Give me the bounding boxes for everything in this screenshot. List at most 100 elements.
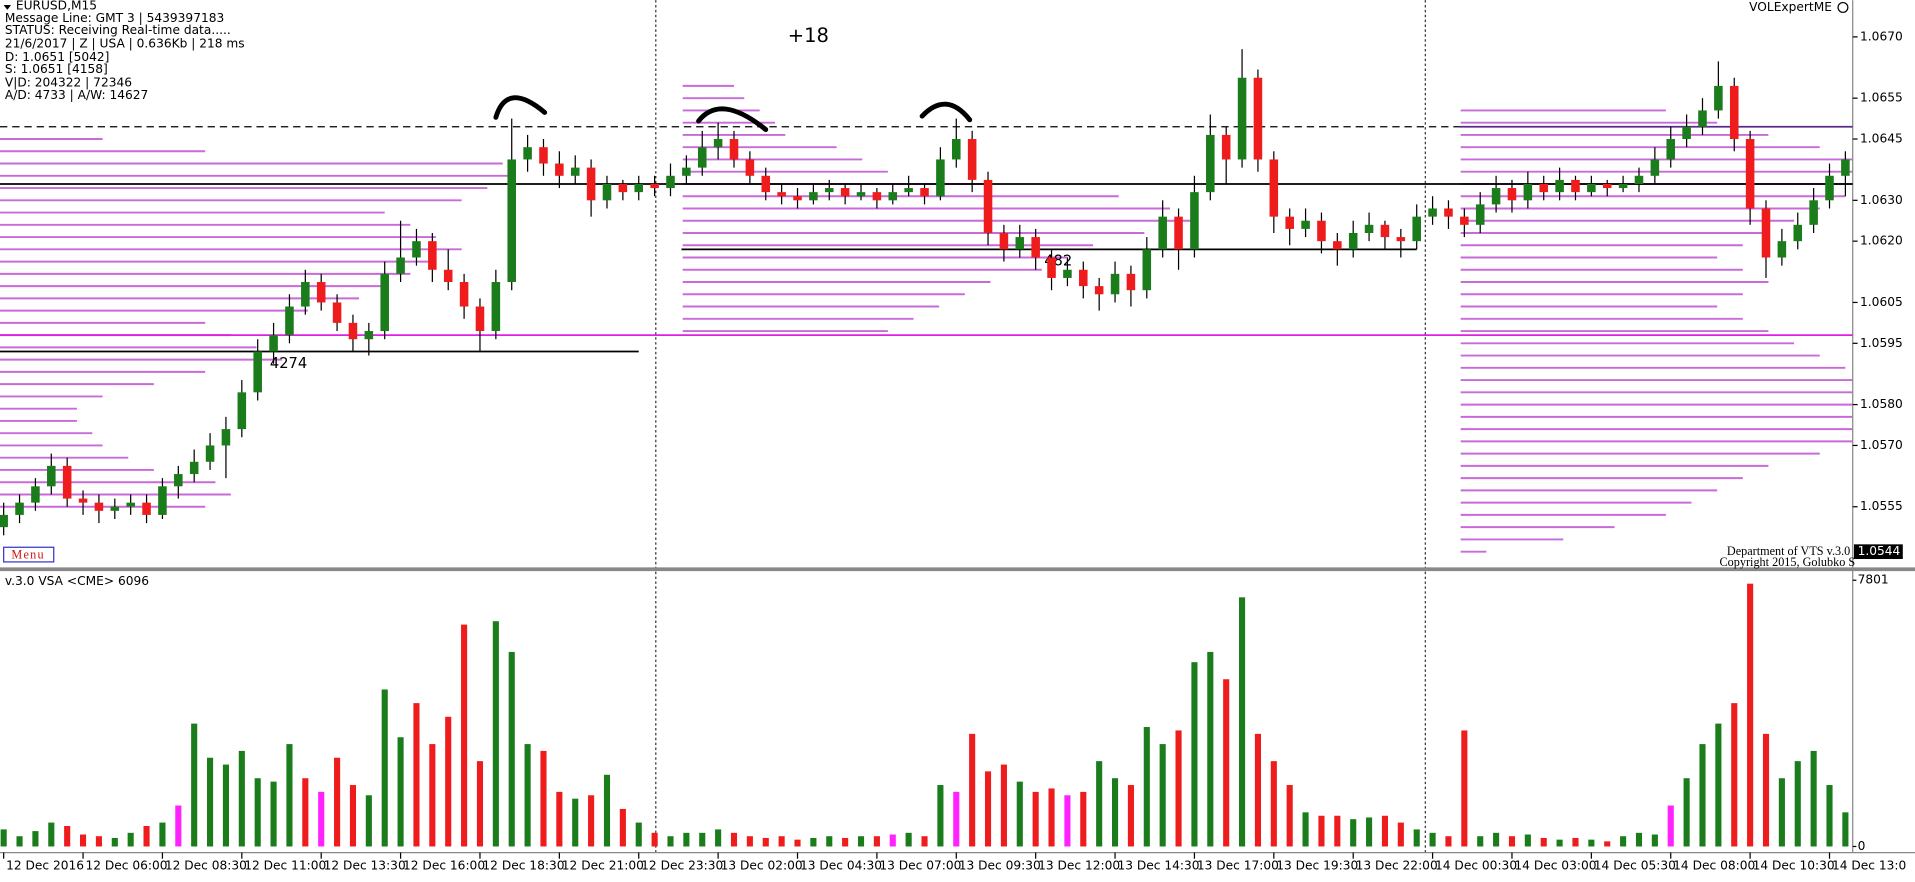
volume-bar — [1572, 837, 1579, 847]
volume-bar — [286, 744, 293, 847]
volume-bar — [365, 795, 372, 847]
candle-body — [1253, 77, 1263, 160]
candle-body — [285, 306, 294, 336]
candle-body — [1190, 192, 1199, 250]
candle-body — [761, 175, 771, 193]
candle-body — [618, 183, 628, 193]
candle-body — [1380, 224, 1390, 238]
candle-body — [555, 163, 564, 176]
volume-bar — [1699, 744, 1706, 847]
x-tick-label: 13 Dec 09:30 — [959, 859, 1041, 873]
volume-bar — [619, 808, 626, 847]
info-line: Message Line: GMT 3 | 5439397183 — [5, 11, 224, 25]
volume-bar — [1096, 761, 1103, 847]
candle-body — [1301, 220, 1310, 229]
volume-bar — [111, 837, 118, 847]
candle-body — [888, 192, 898, 201]
candle-body — [1475, 204, 1485, 225]
candle-body — [1634, 175, 1644, 184]
volume-bar — [1334, 815, 1341, 847]
volume-bar — [984, 771, 992, 847]
volume-bar — [1683, 778, 1690, 847]
candle-body — [94, 502, 104, 511]
volume-bar — [127, 832, 134, 847]
candle-body — [1047, 257, 1056, 278]
candle-body — [570, 167, 580, 176]
candle-body — [0, 514, 8, 528]
candle-body — [1460, 216, 1469, 225]
volume-bar — [1635, 832, 1643, 847]
volume-bar — [1270, 761, 1277, 847]
volume-bar — [826, 836, 833, 847]
x-tick-label: 14 Dec 13:0 — [1832, 859, 1906, 873]
volume-bar — [699, 832, 706, 847]
volume-bar — [762, 837, 769, 847]
candle-body — [1571, 179, 1580, 193]
volume-bar — [1397, 822, 1404, 847]
candle-body — [539, 147, 548, 164]
candle-body — [174, 474, 183, 487]
candle-body — [634, 183, 644, 193]
candle-body — [1317, 220, 1326, 242]
volume-bar — [1000, 764, 1007, 847]
y-tick-label: 1.0580 — [1860, 397, 1903, 411]
volume-bar — [842, 837, 849, 847]
info-line: D: 1.0651 [5042] — [5, 50, 110, 64]
volume-bar — [1413, 829, 1420, 847]
volume-bar — [651, 832, 658, 847]
volume-bar — [1032, 791, 1039, 847]
volume-bar — [1620, 836, 1627, 847]
volume-bar — [778, 836, 785, 847]
candle-body — [1714, 85, 1723, 111]
volume-bar — [1064, 795, 1071, 847]
volume-bar — [857, 836, 865, 847]
volume-bar — [1366, 817, 1373, 847]
candle-body — [1221, 134, 1231, 160]
candle-body — [1396, 237, 1406, 242]
candle-body — [126, 502, 135, 507]
y-tick-label: 1.0555 — [1860, 499, 1903, 513]
volume-bar — [270, 781, 277, 847]
candle-body — [412, 241, 421, 258]
candle-body — [856, 192, 866, 197]
volume-bar — [794, 839, 801, 847]
candle-body — [983, 179, 993, 233]
candle-body — [1793, 224, 1803, 242]
volume-bar — [1207, 651, 1214, 847]
menu-button[interactable] — [3, 546, 55, 563]
volume-bar — [1508, 836, 1516, 847]
volume-bar — [1762, 733, 1770, 847]
candle-body — [1777, 241, 1787, 258]
volume-bar — [397, 737, 404, 847]
candle-body — [237, 392, 247, 430]
volume-bar — [1461, 730, 1468, 847]
volume-bar — [16, 836, 23, 847]
candle-body — [459, 282, 469, 307]
candle-body — [904, 188, 913, 193]
candle-body — [1348, 232, 1358, 250]
volume-bar — [461, 624, 468, 847]
candle-body — [952, 139, 961, 160]
volume-bar — [524, 744, 531, 847]
volume-bar — [1556, 839, 1563, 847]
menu-label[interactable]: Menu — [11, 548, 44, 562]
candle-body — [936, 159, 945, 197]
volume-bar — [1143, 727, 1150, 847]
volume-bar — [1715, 723, 1722, 847]
x-tick-label: 14 Dec 05:30 — [1594, 859, 1676, 873]
candle-body — [1206, 134, 1215, 193]
volume-bar — [318, 791, 325, 847]
candle-body — [47, 465, 56, 487]
volume-bar — [1080, 791, 1087, 847]
candle-body — [1237, 77, 1247, 160]
volume-bar — [429, 744, 436, 847]
candle-body — [1507, 188, 1517, 201]
candle-body — [1682, 126, 1691, 140]
volume-bar — [921, 836, 928, 847]
candle-body — [1158, 216, 1167, 250]
candle-body — [269, 335, 278, 352]
volume-bar — [1223, 679, 1230, 847]
candle-body — [142, 502, 151, 515]
info-line: 21/6/2017 | Z | USA | 0.636Kb | 218 ms — [5, 37, 245, 51]
footer-text: Department of VTS v.3.0 — [1727, 544, 1850, 558]
